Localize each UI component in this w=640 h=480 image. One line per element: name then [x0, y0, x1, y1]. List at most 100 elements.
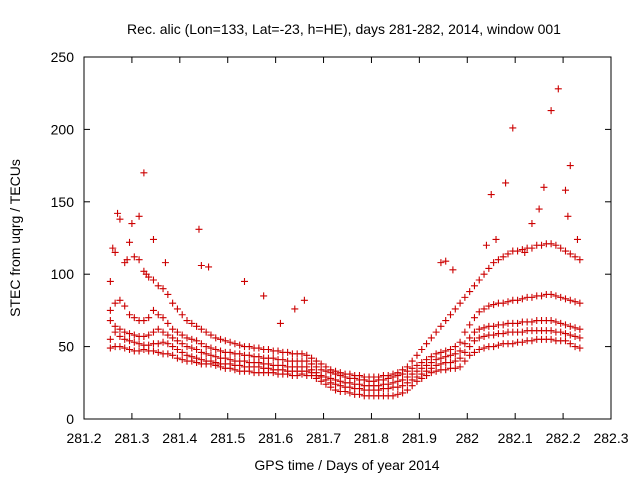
series-6	[109, 85, 581, 327]
data-point	[564, 212, 572, 220]
data-point	[317, 360, 325, 368]
data-point	[566, 331, 574, 339]
data-point	[154, 282, 162, 290]
data-point	[561, 186, 569, 194]
data-point	[557, 319, 565, 327]
data-point	[571, 332, 579, 340]
x-tick-label: 281.3	[114, 430, 149, 446]
data-point	[528, 318, 536, 326]
data-point	[159, 285, 167, 293]
data-point	[547, 240, 555, 248]
data-point	[126, 345, 134, 353]
data-point	[169, 351, 177, 359]
data-point	[291, 305, 299, 313]
data-point	[221, 337, 229, 345]
x-tick-label: 281.8	[354, 430, 389, 446]
data-point	[276, 319, 284, 327]
data-point	[487, 191, 495, 199]
data-point	[116, 296, 124, 304]
data-point	[130, 331, 138, 339]
data-point	[561, 337, 569, 345]
data-point	[480, 344, 488, 352]
data-point	[437, 322, 445, 330]
data-point	[121, 328, 129, 336]
data-point	[447, 345, 455, 353]
data-point	[193, 354, 201, 362]
data-point	[106, 306, 114, 314]
data-point	[121, 335, 129, 343]
data-point	[164, 319, 172, 327]
data-point	[504, 298, 512, 306]
data-point	[552, 318, 560, 326]
data-point	[188, 335, 196, 343]
data-point	[509, 124, 517, 132]
data-point	[470, 348, 478, 356]
data-point	[475, 325, 483, 333]
data-point	[557, 244, 565, 252]
data-point	[490, 259, 498, 267]
data-point	[461, 348, 469, 356]
data-point	[135, 340, 143, 348]
data-point	[298, 350, 306, 358]
data-point	[264, 345, 272, 353]
data-point	[169, 325, 177, 333]
data-point	[466, 334, 474, 342]
data-point	[188, 319, 196, 327]
data-point	[449, 266, 457, 274]
data-point	[135, 212, 143, 220]
data-point	[451, 364, 459, 372]
y-axis: 0 50 100 150 200 250	[51, 49, 611, 427]
data-point	[197, 340, 205, 348]
data-point	[140, 169, 148, 177]
data-point	[566, 322, 574, 330]
x-tick-label: 282.3	[593, 430, 628, 446]
data-point	[394, 390, 402, 398]
data-point	[217, 335, 225, 343]
data-point	[554, 85, 562, 93]
data-point	[403, 363, 411, 371]
data-point	[447, 311, 455, 319]
data-point	[126, 311, 134, 319]
data-point	[561, 330, 569, 338]
data-point	[475, 276, 483, 284]
data-point	[518, 338, 526, 346]
data-point	[456, 347, 464, 355]
data-point	[193, 337, 201, 345]
data-point	[571, 298, 579, 306]
data-point	[466, 288, 474, 296]
data-point	[164, 340, 172, 348]
data-point	[466, 351, 474, 359]
y-tick-label: 150	[51, 194, 75, 210]
x-tick-label: 281.9	[402, 430, 437, 446]
data-point	[456, 363, 464, 371]
chart-title: Rec. alic (Lon=133, Lat=-23, h=HE), days…	[127, 21, 561, 37]
data-point	[413, 351, 421, 359]
data-point	[389, 370, 397, 378]
data-point	[245, 351, 253, 359]
data-point	[149, 347, 157, 355]
data-point	[231, 340, 239, 348]
data-point	[561, 321, 569, 329]
data-point	[375, 373, 383, 381]
data-point	[173, 305, 181, 313]
data-point	[116, 332, 124, 340]
data-point	[432, 328, 440, 336]
x-axis: 281.2 281.3 281.4 281.5 281.6 281.7 281.8 281.9…	[66, 57, 629, 446]
x-tick-label: 282	[456, 430, 480, 446]
data-point	[437, 259, 445, 267]
data-point	[303, 351, 311, 359]
data-point	[183, 334, 191, 342]
data-point	[461, 293, 469, 301]
data-point	[183, 343, 191, 351]
data-point	[145, 341, 153, 349]
data-point	[327, 366, 335, 374]
data-point	[169, 299, 177, 307]
series-1	[106, 335, 584, 400]
data-point	[111, 299, 119, 307]
data-point	[475, 345, 483, 353]
data-point	[140, 332, 148, 340]
data-point	[547, 327, 555, 335]
data-point	[142, 270, 150, 278]
data-point	[403, 386, 411, 394]
data-point	[145, 314, 153, 322]
